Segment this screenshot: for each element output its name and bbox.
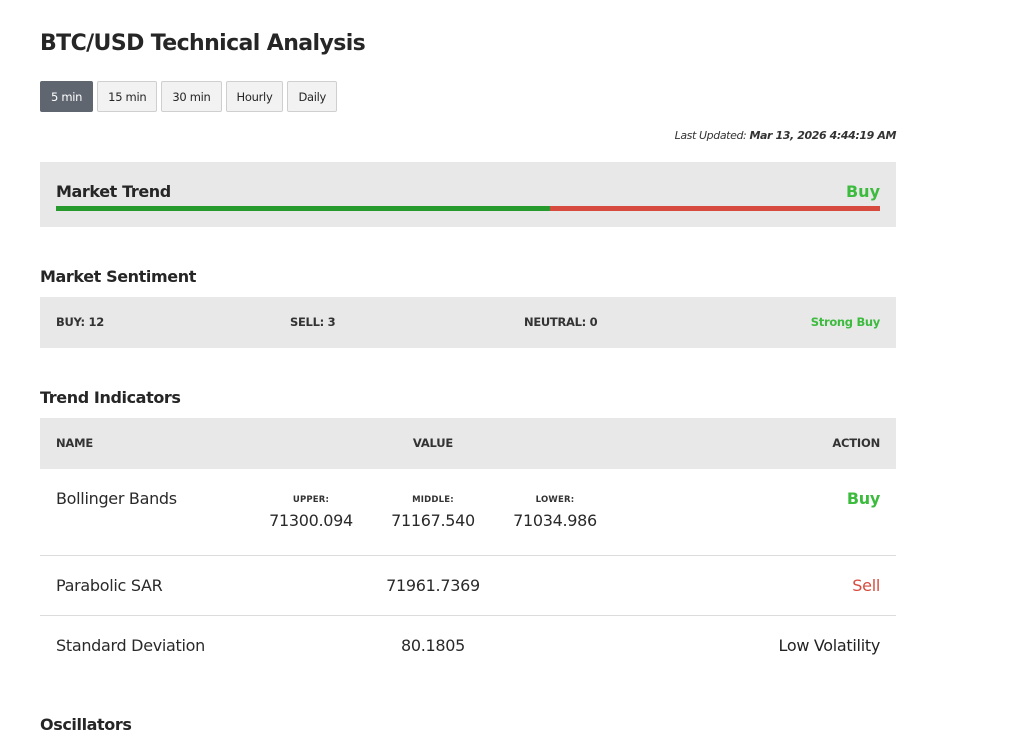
indicator-action: Buy	[846, 489, 880, 508]
indicator-name: Standard Deviation	[56, 636, 206, 655]
table-row-standard-deviation: Standard Deviation 80.1805 Low Volatilit…	[40, 616, 896, 675]
last-updated-label: Last Updated:	[674, 129, 747, 142]
trend-bar-sell-segment	[550, 206, 880, 211]
page-title: BTC/USD Technical Analysis	[40, 31, 366, 56]
bollinger-lower-value: 71034.986	[513, 511, 597, 530]
sentiment-signal: Strong Buy	[810, 315, 881, 329]
tab-15-min[interactable]: 15 min	[97, 81, 158, 112]
indicator-name: Parabolic SAR	[56, 576, 163, 595]
market-trend-bar	[56, 206, 880, 211]
indicator-action: Sell	[852, 576, 880, 595]
market-trend-label: Market Trend	[56, 182, 171, 201]
indicator-name: Bollinger Bands	[56, 489, 177, 508]
oscillators-title: Oscillators	[40, 715, 132, 734]
column-value: VALUE	[412, 436, 454, 450]
trend-bar-buy-segment	[56, 206, 551, 211]
market-sentiment-panel: BUY: 12 SELL: 3 NEUTRAL: 0 Strong Buy	[40, 297, 896, 348]
bollinger-upper: UPPER: 71300.094	[251, 495, 371, 530]
market-trend-signal: Buy	[845, 182, 880, 201]
last-updated: Last Updated: Mar 13, 2026 4:44:19 AM	[674, 129, 897, 142]
table-row-parabolic-sar: Parabolic SAR 71961.7369 Sell	[40, 556, 896, 616]
tab-30-min[interactable]: 30 min	[161, 81, 222, 112]
sentiment-sell-count: SELL: 3	[290, 315, 336, 329]
timeframe-tabs: 5 min 15 min 30 min Hourly Daily	[40, 81, 338, 112]
tab-hourly[interactable]: Hourly	[225, 81, 284, 112]
table-row-bollinger-bands: Bollinger Bands UPPER: 71300.094 MIDDLE:…	[40, 469, 896, 556]
bollinger-lower: LOWER: 71034.986	[495, 495, 615, 530]
trend-indicators-header: NAME VALUE ACTION	[40, 418, 896, 469]
sentiment-buy-count: BUY: 12	[56, 315, 104, 329]
column-action: ACTION	[832, 436, 880, 450]
column-name: NAME	[56, 436, 94, 450]
sentiment-neutral-count: NEUTRAL: 0	[524, 315, 598, 329]
indicator-value: 80.1805	[400, 636, 466, 655]
tab-5-min[interactable]: 5 min	[40, 81, 94, 112]
bollinger-upper-label: UPPER:	[292, 495, 330, 505]
indicator-action: Low Volatility	[778, 636, 881, 655]
bollinger-middle: MIDDLE: 71167.540	[373, 495, 493, 530]
bollinger-upper-value: 71300.094	[269, 511, 353, 530]
last-updated-value: Mar 13, 2026 4:44:19 AM	[749, 129, 896, 142]
bollinger-middle-label: MIDDLE:	[412, 495, 454, 505]
tab-daily[interactable]: Daily	[287, 81, 338, 112]
market-trend-panel: Market Trend Buy	[40, 162, 896, 227]
trend-indicators-title: Trend Indicators	[40, 388, 181, 407]
bollinger-middle-value: 71167.540	[391, 511, 475, 530]
indicator-value: 71961.7369	[386, 576, 480, 595]
market-sentiment-title: Market Sentiment	[40, 267, 196, 286]
bollinger-lower-label: LOWER:	[535, 495, 575, 505]
